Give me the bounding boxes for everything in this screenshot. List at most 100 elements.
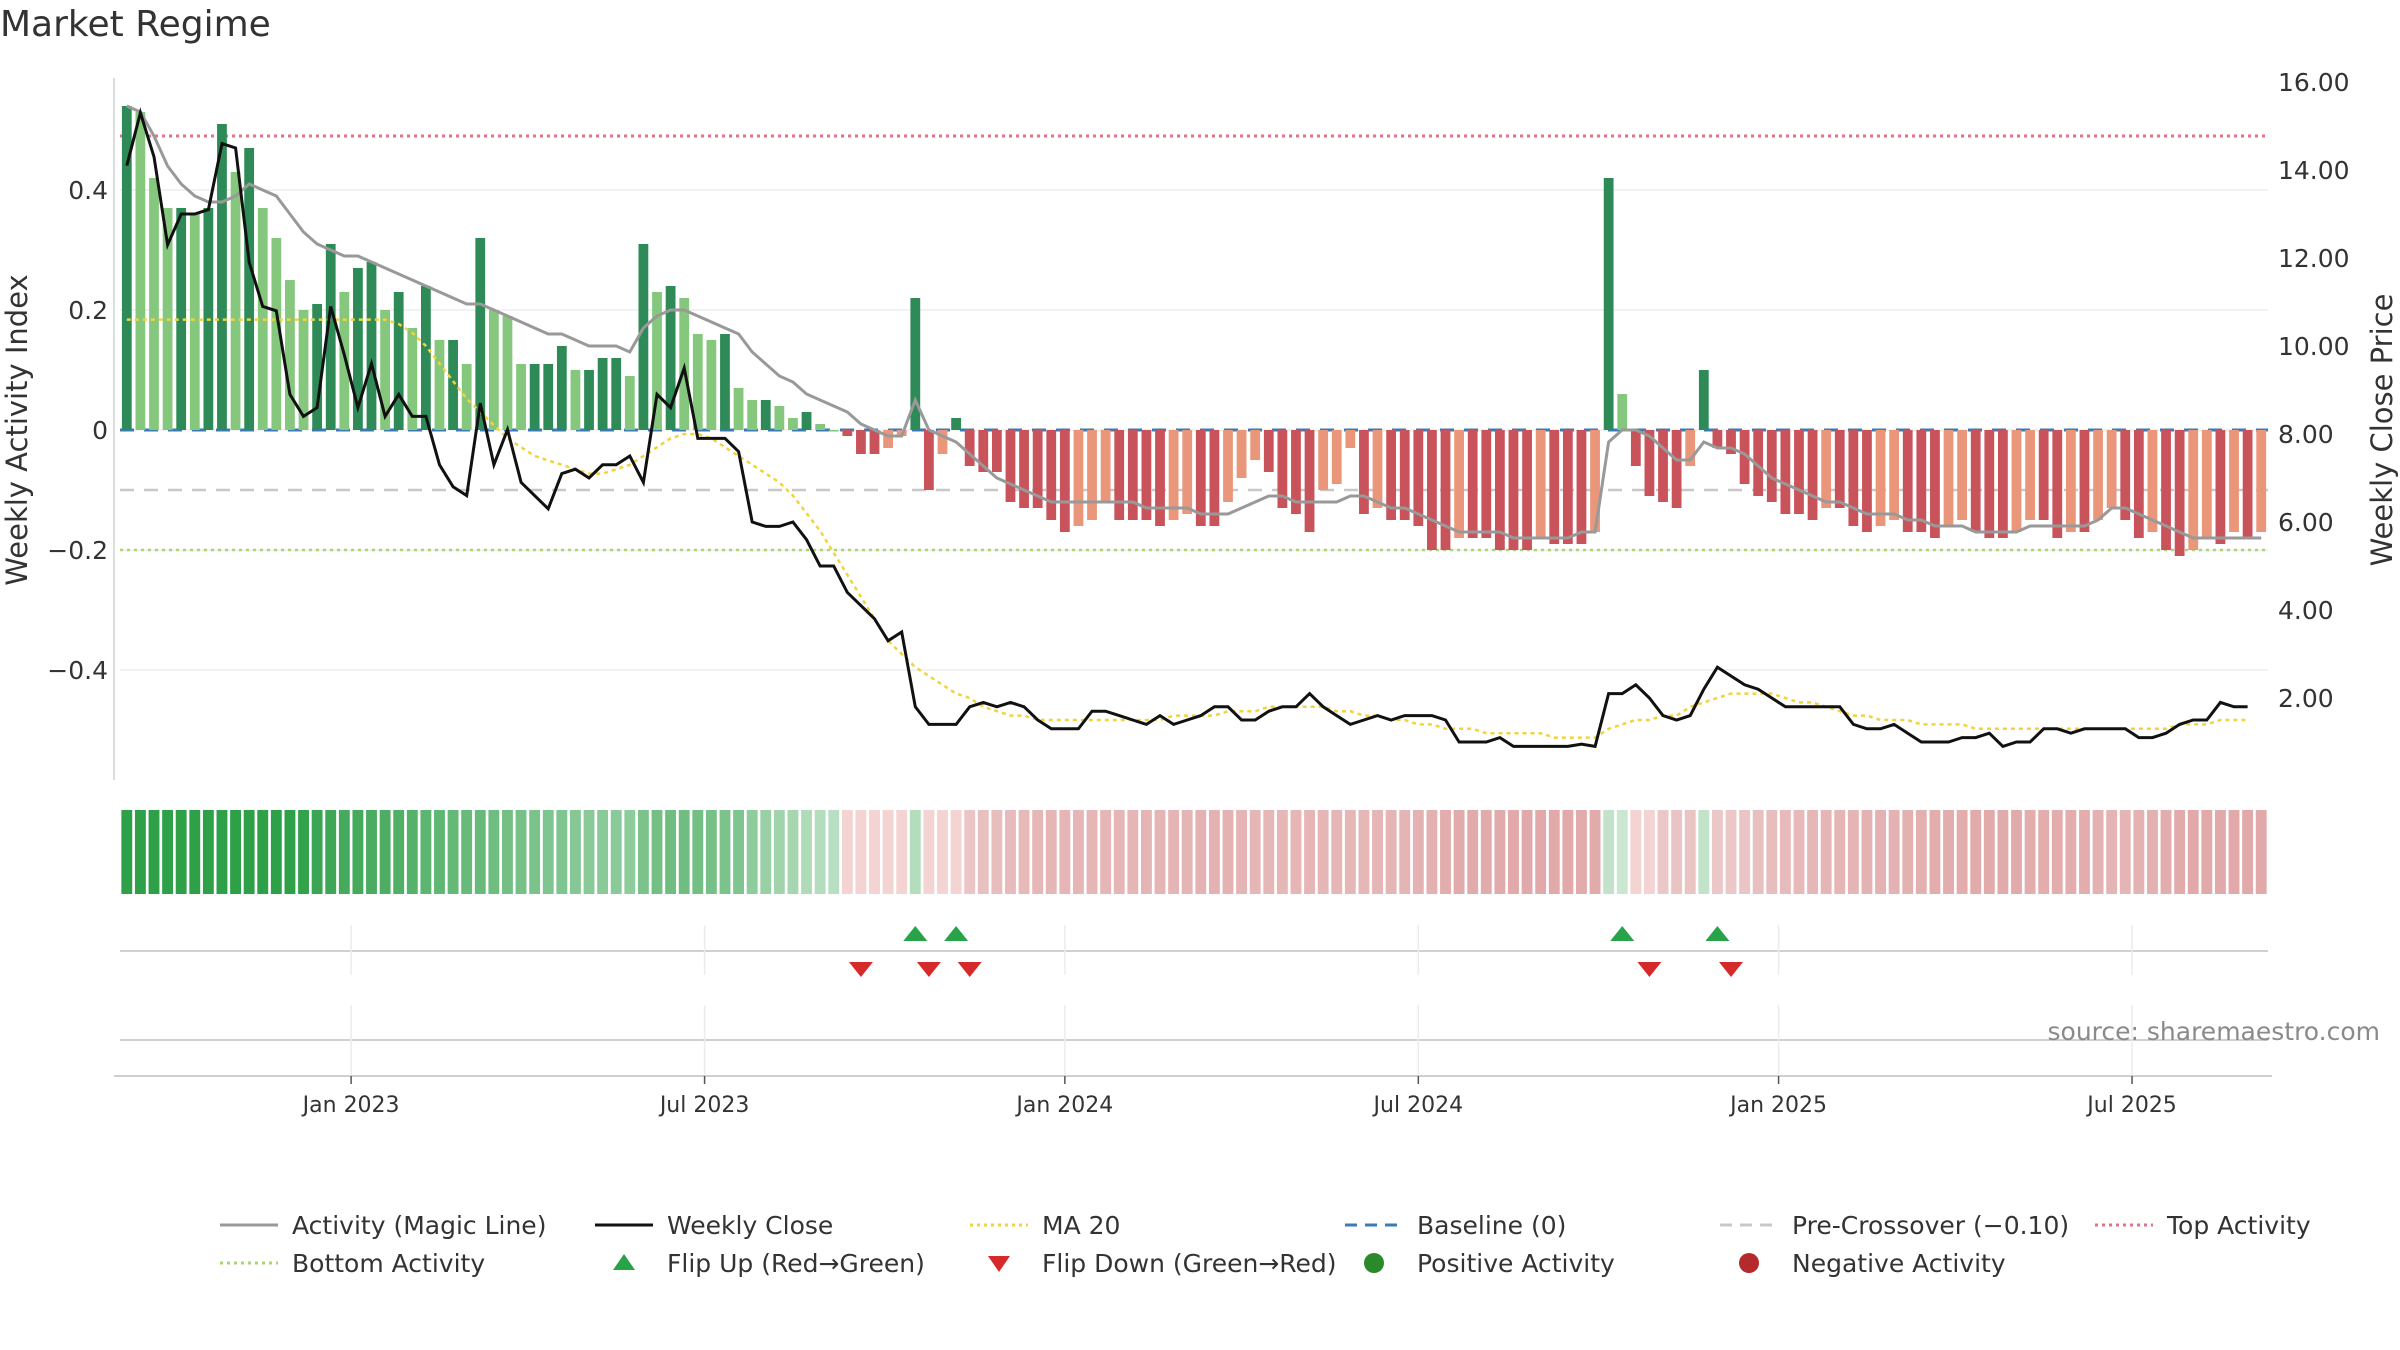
regime-cell xyxy=(937,810,948,894)
regime-cell xyxy=(2011,810,2022,894)
regime-cell xyxy=(1181,810,1193,894)
legend-label: Pre-Crossover (−0.10) xyxy=(1792,1211,2069,1240)
regime-cell xyxy=(1630,810,1642,894)
activity-bar xyxy=(964,430,975,466)
flip-down-marker xyxy=(1637,962,1662,977)
regime-cell xyxy=(1820,810,1832,894)
regime-cell xyxy=(855,810,867,894)
left-tick-label: 0.4 xyxy=(68,176,108,205)
regime-cell xyxy=(406,810,418,894)
x-tick-label: Jul 2023 xyxy=(658,1093,750,1118)
activity-bar xyxy=(217,124,227,430)
regime-cell xyxy=(705,810,717,894)
activity-bar xyxy=(488,310,499,430)
activity-bar xyxy=(842,430,853,436)
regime-cell xyxy=(2092,810,2104,894)
activity-bar xyxy=(978,430,989,472)
activity-bar xyxy=(1930,430,1940,538)
activity-bar xyxy=(760,400,771,430)
regime-cell xyxy=(1943,810,1954,894)
regime-cell xyxy=(787,810,799,894)
regime-cell xyxy=(1766,810,1778,894)
activity-bar xyxy=(815,424,826,430)
regime-cell xyxy=(257,810,269,894)
activity-bar xyxy=(2038,430,2049,520)
activity-bar xyxy=(2065,430,2076,532)
regime-cell xyxy=(1304,810,1315,894)
regime-cell xyxy=(1671,810,1683,894)
activity-bar xyxy=(733,388,744,430)
activity-bar xyxy=(1807,430,1818,520)
activity-bar xyxy=(407,328,418,430)
legend-label: Negative Activity xyxy=(1792,1249,2006,1278)
regime-cell xyxy=(488,810,500,894)
activity-bar xyxy=(706,340,717,430)
flip-down-marker xyxy=(957,962,982,977)
activity-bar xyxy=(1522,430,1532,550)
regime-cell xyxy=(1249,810,1261,894)
activity-bar xyxy=(298,310,309,430)
regime-cell xyxy=(1032,810,1044,894)
activity-bar xyxy=(774,406,785,430)
activity-bar xyxy=(1114,430,1125,520)
activity-bar xyxy=(1059,430,1070,532)
regime-cell xyxy=(760,810,772,894)
regime-cell xyxy=(1236,810,1248,894)
regime-cell xyxy=(162,810,174,894)
x-tick-label: Jan 2025 xyxy=(1728,1093,1827,1118)
magic-line xyxy=(126,104,2262,540)
activity-bar xyxy=(1957,430,1968,520)
activity-bar xyxy=(1562,430,1573,544)
regime-cell xyxy=(719,810,731,894)
regime-cell xyxy=(2065,810,2077,894)
regime-cell xyxy=(597,810,609,894)
legend-swatch xyxy=(988,1256,1010,1272)
legend-item: Pre-Crossover (−0.10) xyxy=(1720,1211,2069,1240)
regime-cell xyxy=(733,810,745,894)
regime-cell xyxy=(393,810,405,894)
activity-bar xyxy=(856,430,866,454)
x-axis: Jan 2023 Jul 2023 Jan 2024 Jul 2024 Jan 2025… xyxy=(114,1075,2272,1118)
activity-bar xyxy=(448,340,458,430)
activity-bar xyxy=(1223,430,1233,502)
source-text: source: sharemaestro.com xyxy=(2048,1017,2381,1046)
regime-cell xyxy=(2255,810,2267,894)
regime-cell xyxy=(950,810,962,894)
legend-item: Negative Activity xyxy=(1739,1249,2006,1278)
right-axis-label: Weekly Close Price xyxy=(2365,294,2399,567)
activity-bar xyxy=(910,298,921,430)
legend-item: MA 20 xyxy=(970,1211,1120,1240)
activity-bar xyxy=(1100,430,1111,502)
activity-bar xyxy=(1590,430,1600,532)
activity-bar xyxy=(366,262,377,430)
activity-bar xyxy=(2025,430,2035,520)
regime-cell xyxy=(1834,810,1846,894)
activity-bar xyxy=(570,370,581,430)
regime-cell xyxy=(1494,810,1506,894)
activity-bar xyxy=(1236,430,1247,478)
regime-cell xyxy=(1344,810,1356,894)
regime-cell xyxy=(175,810,187,894)
activity-bar xyxy=(1753,430,1764,496)
activity-bar xyxy=(1698,370,1709,430)
flip-down-marker xyxy=(916,962,941,977)
activity-bar xyxy=(1685,430,1696,466)
activity-bar xyxy=(2147,430,2158,532)
left-axis: 0.4 0.2 0 −0.2 −0.4 xyxy=(47,78,115,780)
activity-bar xyxy=(1005,430,1016,502)
activity-bar xyxy=(1617,394,1628,430)
regime-cell xyxy=(678,810,690,894)
activity-bar xyxy=(2052,430,2063,538)
activity-bar xyxy=(1834,430,1845,508)
regime-cell xyxy=(746,810,758,894)
regime-cell xyxy=(1168,810,1180,894)
regime-cell xyxy=(1467,810,1479,894)
activity-bar xyxy=(1345,430,1356,448)
regime-cell xyxy=(1412,810,1424,894)
regime-cell xyxy=(2038,810,2050,894)
activity-bar xyxy=(828,430,839,432)
regime-cell xyxy=(1372,810,1383,894)
activity-bar xyxy=(1182,430,1193,514)
activity-bar xyxy=(1535,430,1546,538)
regime-cell xyxy=(964,810,976,894)
